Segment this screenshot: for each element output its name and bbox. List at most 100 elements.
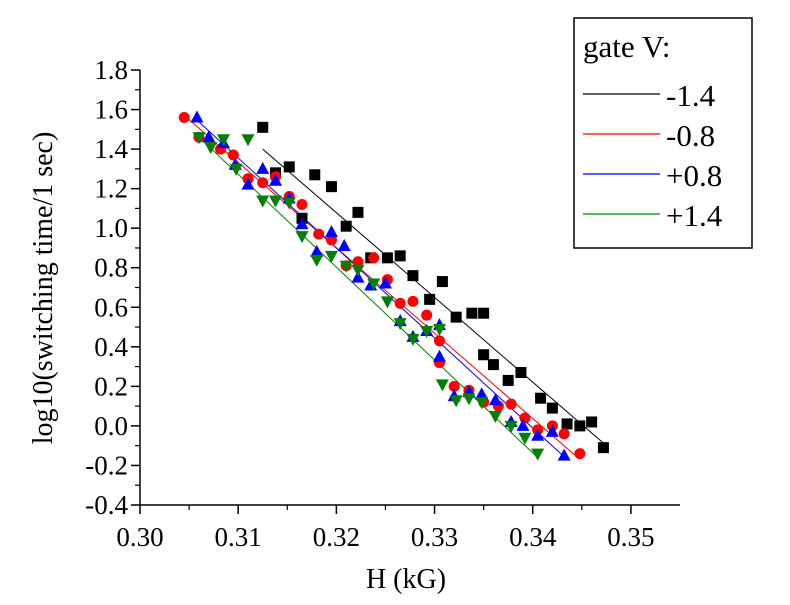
data-point bbox=[519, 412, 531, 424]
data-point bbox=[488, 411, 502, 424]
data-point bbox=[393, 318, 407, 331]
legend-label: +0.8 bbox=[666, 158, 722, 193]
data-point bbox=[432, 324, 446, 337]
data-markers bbox=[178, 110, 609, 461]
data-point bbox=[502, 374, 514, 386]
data-point bbox=[216, 134, 230, 147]
data-point bbox=[475, 397, 489, 410]
y-tick-label: 1.4 bbox=[94, 134, 128, 164]
data-point bbox=[257, 177, 269, 189]
data-point bbox=[516, 418, 530, 431]
data-point bbox=[475, 387, 489, 400]
data-point bbox=[296, 198, 308, 210]
data-point bbox=[325, 181, 337, 193]
data-point bbox=[283, 161, 295, 173]
y-tick-label: 0.8 bbox=[94, 253, 128, 283]
data-point bbox=[202, 130, 216, 143]
data-point bbox=[325, 234, 337, 246]
y-tick-label: 1.0 bbox=[94, 213, 128, 243]
data-point bbox=[487, 359, 499, 371]
data-point bbox=[241, 177, 255, 190]
data-point bbox=[449, 395, 463, 408]
data-point bbox=[381, 252, 393, 264]
data-point bbox=[586, 416, 598, 428]
legend-title: gate V: bbox=[583, 29, 671, 64]
data-point bbox=[378, 276, 392, 289]
data-point bbox=[448, 380, 460, 392]
data-point bbox=[574, 448, 586, 460]
x-tick-label: 0.31 bbox=[215, 522, 262, 552]
data-point bbox=[204, 142, 218, 155]
data-point bbox=[352, 256, 364, 268]
data-point bbox=[324, 250, 338, 263]
x-axis: 0.30 0.31 0.32 0.33 0.34 0.35 bbox=[116, 505, 655, 552]
legend-label: -1.4 bbox=[666, 78, 716, 113]
y-tick-label: 1.6 bbox=[94, 95, 128, 125]
data-point bbox=[450, 311, 462, 323]
data-point bbox=[504, 420, 518, 433]
data-point bbox=[488, 393, 502, 406]
data-point bbox=[515, 367, 527, 379]
data-point bbox=[394, 250, 406, 262]
data-point bbox=[505, 398, 517, 410]
data-point bbox=[478, 307, 490, 319]
data-point bbox=[462, 393, 476, 406]
data-point bbox=[433, 335, 445, 347]
y-tick-label: 0.4 bbox=[94, 332, 128, 362]
data-point bbox=[227, 149, 239, 161]
x-tick-label: 0.34 bbox=[509, 522, 557, 552]
data-point bbox=[546, 402, 558, 414]
data-point bbox=[295, 231, 309, 244]
data-point bbox=[531, 448, 545, 461]
data-point bbox=[435, 379, 449, 392]
data-point bbox=[407, 295, 419, 307]
x-tick-label: 0.33 bbox=[411, 522, 458, 552]
data-point bbox=[310, 254, 324, 267]
data-point bbox=[313, 228, 325, 240]
data-point bbox=[478, 349, 490, 361]
data-point bbox=[380, 296, 394, 309]
y-tick-label: 1.2 bbox=[94, 174, 128, 204]
y-axis: -0.4 -0.2 0.0 0.2 0.4 0.6 0.8 1.0 1.2 1.4 1.6 1.8 bbox=[85, 55, 140, 520]
legend-box bbox=[573, 17, 753, 249]
x-tick-label: 0.30 bbox=[116, 522, 163, 552]
y-tick-label: 0.6 bbox=[94, 292, 128, 322]
legend: gate V: -1.4 -0.8 +0.8 +1.4 bbox=[573, 17, 753, 249]
data-point bbox=[178, 111, 190, 123]
data-point bbox=[256, 161, 270, 174]
y-tick-label: -0.2 bbox=[85, 450, 128, 480]
data-point bbox=[424, 293, 436, 305]
data-point bbox=[436, 276, 448, 288]
legend-label: -0.8 bbox=[666, 118, 715, 153]
data-point bbox=[241, 134, 255, 147]
data-point bbox=[518, 432, 532, 445]
data-point bbox=[268, 195, 282, 208]
x-tick-label: 0.35 bbox=[607, 522, 654, 552]
data-point bbox=[257, 121, 269, 133]
data-point bbox=[406, 333, 420, 346]
data-point bbox=[535, 392, 547, 404]
data-point bbox=[337, 238, 351, 251]
x-tick-label: 0.32 bbox=[313, 522, 360, 552]
data-point bbox=[531, 428, 545, 441]
data-point bbox=[256, 195, 270, 208]
data-point bbox=[340, 220, 352, 232]
data-point bbox=[407, 270, 419, 282]
data-point bbox=[339, 260, 353, 273]
data-point bbox=[324, 225, 338, 238]
legend-label: +1.4 bbox=[666, 198, 723, 233]
data-point bbox=[351, 264, 365, 277]
data-point bbox=[394, 297, 406, 309]
data-point bbox=[558, 428, 570, 440]
data-point bbox=[420, 326, 434, 338]
data-point bbox=[545, 424, 559, 437]
y-tick-label: 0.0 bbox=[94, 411, 128, 441]
data-point bbox=[190, 110, 204, 123]
data-point bbox=[192, 132, 206, 145]
y-axis-label: log10(switching time/1 sec) bbox=[28, 132, 59, 445]
data-point bbox=[367, 278, 381, 291]
data-point bbox=[421, 309, 433, 321]
data-point bbox=[368, 252, 380, 264]
data-point bbox=[352, 206, 364, 218]
